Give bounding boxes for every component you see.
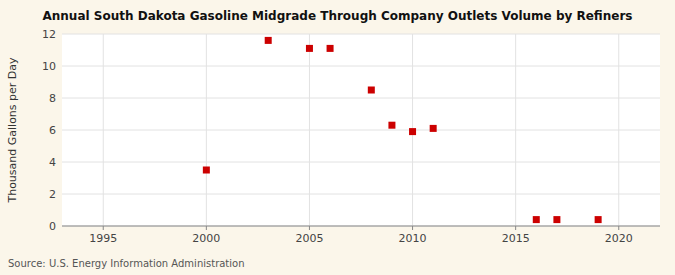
point [409, 128, 416, 135]
grid [62, 34, 660, 226]
y-tick-label: 4 [49, 156, 56, 169]
x-tick-label: 2005 [295, 232, 323, 245]
y-axis-label: Thousand Gallons per Day [6, 57, 19, 204]
point [430, 125, 437, 132]
y-tick-label: 0 [49, 220, 56, 233]
point [368, 87, 375, 94]
points [203, 37, 602, 223]
y-grid-line [62, 130, 660, 131]
x-tick-label: 2020 [605, 232, 633, 245]
y-tick-label: 8 [49, 92, 56, 105]
x-grid-line [515, 34, 516, 226]
x-tick [412, 226, 413, 230]
title: Annual South Dakota Gasoline Midgrade Th… [42, 9, 632, 23]
y-tick-label: 6 [49, 124, 56, 137]
x-grid-line [309, 34, 310, 226]
x-tick-label: 2015 [502, 232, 530, 245]
y-grid-line [62, 162, 660, 163]
x-tick-label: 2010 [399, 232, 427, 245]
y-tick-label: 12 [42, 28, 56, 41]
point [327, 45, 334, 52]
point [595, 216, 602, 223]
x-grid-line [103, 34, 104, 226]
y-grid-line [62, 98, 660, 99]
y-tick-label: 10 [42, 60, 56, 73]
x-tick-label: 2000 [192, 232, 220, 245]
x-tick [103, 226, 104, 230]
x-tick [309, 226, 310, 230]
background [0, 0, 675, 275]
x-axis-line [62, 226, 660, 227]
source: Source: U.S. Energy Information Administ… [8, 258, 245, 269]
x-tick [206, 226, 207, 230]
point [265, 37, 272, 44]
x-tick [515, 226, 516, 230]
chart: 0 2 4 6 8 10 12 1995 2000 2005 2010 2015 2020 Annual … [0, 0, 675, 275]
point [203, 167, 210, 174]
y-tick-label: 2 [49, 188, 56, 201]
x-tick-label: 1995 [89, 232, 117, 245]
point [553, 216, 560, 223]
x-grid-line [206, 34, 207, 226]
point [306, 45, 313, 52]
y-grid-line [62, 194, 660, 195]
point [388, 122, 395, 129]
y-grid-line [62, 226, 660, 227]
x-grid-line [618, 34, 619, 226]
point [533, 216, 540, 223]
y-grid-line [62, 66, 660, 67]
y-grid-line [62, 34, 660, 35]
x-tick [618, 226, 619, 230]
plot-area [62, 34, 660, 226]
